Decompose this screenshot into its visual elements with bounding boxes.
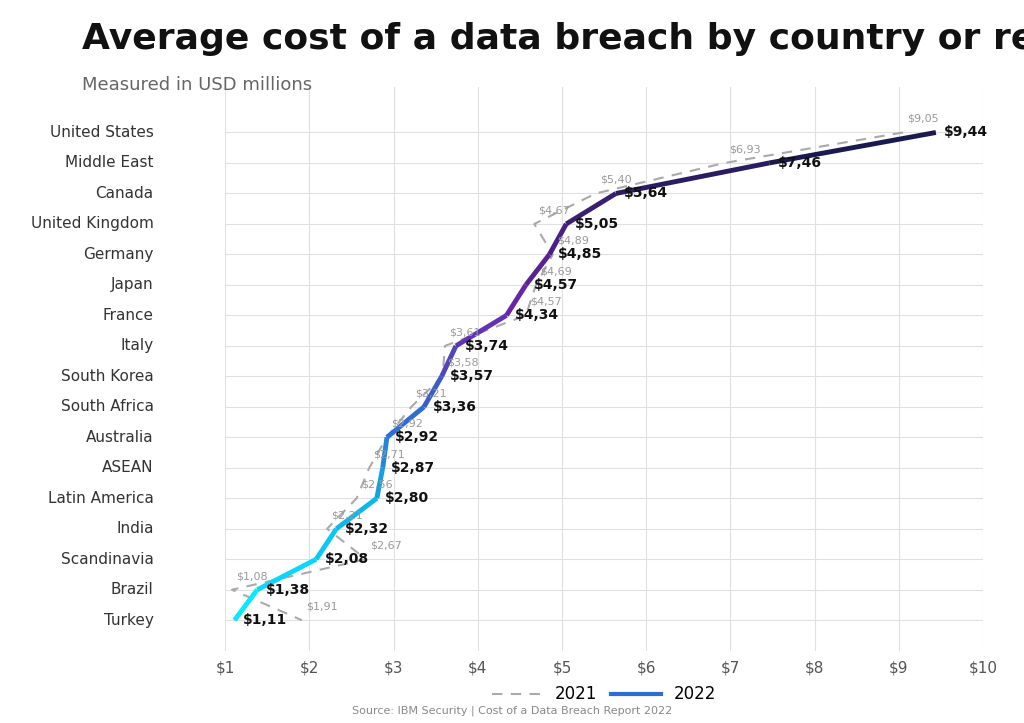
Text: $2,32: $2,32: [345, 522, 389, 536]
Text: $2,08: $2,08: [325, 552, 369, 566]
Text: $2,71: $2,71: [374, 449, 406, 459]
Text: $9,05: $9,05: [907, 114, 939, 124]
Text: ASEAN: ASEAN: [102, 461, 154, 475]
Text: $4,57: $4,57: [535, 278, 579, 292]
Text: $7,46: $7,46: [777, 156, 821, 170]
Text: #3: #3: [172, 189, 186, 198]
Circle shape: [156, 155, 203, 171]
Text: France: France: [102, 308, 154, 323]
Text: #15: #15: [168, 555, 189, 564]
Circle shape: [156, 124, 203, 141]
Text: #9: #9: [172, 372, 186, 381]
Text: Canada: Canada: [95, 186, 154, 201]
Text: #1: #1: [172, 127, 186, 137]
Circle shape: [156, 368, 203, 385]
Text: $6,93: $6,93: [729, 145, 761, 155]
Text: South Korea: South Korea: [61, 369, 154, 384]
Text: Scandinavia: Scandinavia: [60, 552, 154, 567]
Text: $4,67: $4,67: [539, 205, 570, 215]
Text: $4,69: $4,69: [541, 266, 572, 276]
Text: #11: #11: [168, 432, 189, 442]
Text: Australia: Australia: [86, 429, 154, 445]
Text: $2,56: $2,56: [360, 480, 392, 489]
Circle shape: [156, 459, 203, 476]
Text: Average cost of a data breach by country or region: Average cost of a data breach by country…: [82, 22, 1024, 56]
Text: #10: #10: [168, 402, 189, 412]
Text: $5,64: $5,64: [625, 187, 669, 200]
Text: #5: #5: [172, 249, 186, 260]
Text: United States: United States: [50, 125, 154, 140]
Text: $3,36: $3,36: [432, 400, 476, 414]
Text: $2,92: $2,92: [395, 430, 439, 445]
Circle shape: [156, 398, 203, 416]
Text: #12: #12: [168, 463, 189, 473]
Circle shape: [156, 489, 203, 507]
Text: $2,21: $2,21: [332, 510, 364, 521]
Text: #2: #2: [172, 158, 186, 168]
Text: Brazil: Brazil: [111, 582, 154, 597]
Text: $4,89: $4,89: [557, 236, 589, 246]
Text: Measured in USD millions: Measured in USD millions: [82, 76, 312, 94]
Text: #17: #17: [168, 615, 189, 625]
Text: $1,91: $1,91: [306, 602, 338, 612]
Text: India: India: [116, 521, 154, 536]
Text: #16: #16: [168, 585, 189, 595]
Text: $2,80: $2,80: [385, 492, 429, 505]
Circle shape: [156, 307, 203, 324]
Text: Turkey: Turkey: [103, 612, 154, 628]
Text: #8: #8: [171, 341, 186, 351]
Text: Latin America: Latin America: [48, 491, 154, 506]
Text: $3,74: $3,74: [465, 339, 508, 353]
Circle shape: [156, 612, 203, 629]
Text: $9,44: $9,44: [944, 126, 988, 140]
Circle shape: [156, 429, 203, 446]
Text: #14: #14: [168, 523, 189, 534]
Circle shape: [156, 215, 203, 233]
Text: Germany: Germany: [83, 247, 154, 262]
Text: $2,67: $2,67: [370, 541, 401, 551]
Text: Middle East: Middle East: [66, 155, 154, 171]
Text: Japan: Japan: [111, 278, 154, 292]
Circle shape: [156, 276, 203, 294]
Text: $2,92: $2,92: [391, 419, 423, 429]
Circle shape: [156, 185, 203, 202]
Circle shape: [156, 551, 203, 568]
Text: #7: #7: [172, 310, 186, 320]
Text: $3,58: $3,58: [446, 358, 478, 368]
Text: $3,57: $3,57: [451, 369, 495, 383]
Circle shape: [156, 338, 203, 354]
Text: $3,21: $3,21: [416, 388, 447, 398]
Text: Source: IBM Security | Cost of a Data Breach Report 2022: Source: IBM Security | Cost of a Data Br…: [352, 705, 672, 716]
Circle shape: [156, 521, 203, 537]
Text: $4,85: $4,85: [558, 247, 602, 262]
Text: $5,40: $5,40: [600, 175, 632, 185]
Circle shape: [156, 581, 203, 598]
Legend: 2021, 2022: 2021, 2022: [485, 679, 723, 710]
Text: $4,34: $4,34: [515, 309, 559, 322]
Text: $1,11: $1,11: [243, 613, 287, 628]
Text: $1,08: $1,08: [237, 571, 268, 581]
Text: #4: #4: [172, 219, 186, 229]
Text: Italy: Italy: [121, 338, 154, 354]
Text: $2,87: $2,87: [391, 461, 435, 475]
Text: $1,38: $1,38: [265, 583, 310, 596]
Text: #13: #13: [168, 493, 189, 503]
Text: $5,05: $5,05: [574, 217, 618, 231]
Text: #6: #6: [172, 280, 186, 290]
Circle shape: [156, 246, 203, 263]
Text: South Africa: South Africa: [60, 399, 154, 414]
Text: United Kingdom: United Kingdom: [31, 216, 154, 231]
Text: $4,57: $4,57: [530, 297, 562, 307]
Text: $3,61: $3,61: [450, 328, 480, 338]
